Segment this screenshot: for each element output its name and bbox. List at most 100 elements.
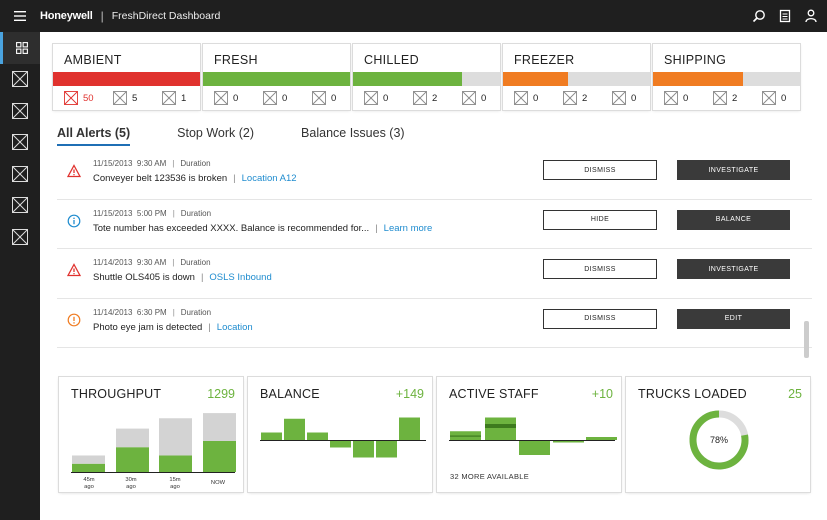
zone-summary: AMBIENT 50 5 1 FRESH 0 0 0 CHILLED 0 2 0 FREEZER 0 2 0 S… <box>53 44 800 110</box>
staff-bar-accent <box>450 435 481 437</box>
alert-message: Tote number has exceeded XXXX. Balance i… <box>93 222 370 234</box>
investigate-button[interactable]: INVESTIGATE <box>677 259 790 279</box>
sidebar-item-1[interactable] <box>0 64 40 96</box>
alert-message: Shuttle OLS405 is down <box>93 272 195 283</box>
sidebar <box>0 32 40 520</box>
sidebar-item-6[interactable] <box>0 221 40 253</box>
alert-date: 11/14/2013 <box>93 258 133 267</box>
metric-value: +149 <box>395 387 424 401</box>
zone-count-value: 0 <box>533 92 539 104</box>
search-icon[interactable] <box>751 8 767 24</box>
alert-tabs: All Alerts (5) Stop Work (2) Balance Iss… <box>57 126 452 146</box>
edit-button[interactable]: EDIT <box>677 308 790 329</box>
alert-time: 9:30 AM <box>136 258 167 267</box>
zone-count-value: 0 <box>282 92 288 104</box>
scrollbar-thumb[interactable] <box>804 321 809 358</box>
zone-card-chilled[interactable]: CHILLED 0 2 0 <box>353 44 500 110</box>
zone-card-ambient[interactable]: AMBIENT 50 5 1 <box>53 44 200 110</box>
investigate-button[interactable]: INVESTIGATE <box>677 160 790 180</box>
zone-progress-bar <box>503 72 650 86</box>
throughput-bar-green <box>72 463 105 472</box>
dismiss-button[interactable]: DISMISS <box>543 308 657 329</box>
sidebar-item-5[interactable] <box>0 190 40 222</box>
tick-label: 30m ago <box>125 477 137 490</box>
tick-label: 15m ago <box>169 477 181 490</box>
placeholder-icon <box>12 134 28 151</box>
menu-icon[interactable] <box>0 0 40 32</box>
metric-title: THROUGHPUT <box>71 387 162 401</box>
dismiss-button[interactable]: DISMISS <box>543 160 657 180</box>
meta-separator: | <box>172 159 175 168</box>
user-icon[interactable] <box>803 8 819 24</box>
zone-card-fresh[interactable]: FRESH 0 0 0 <box>203 44 350 110</box>
placeholder-icon <box>762 91 776 105</box>
staff-bar <box>586 437 617 440</box>
zone-count-value: 0 <box>383 92 389 104</box>
zone-progress-bar <box>653 72 800 86</box>
zone-count: 0 <box>451 91 500 105</box>
zone-count-value: 2 <box>582 92 588 104</box>
zone-card-shipping[interactable]: SHIPPING 0 2 0 <box>653 44 800 110</box>
metric-cards: THROUGHPUT 1299 45m ago 30m ago 15m ago NOW… <box>59 377 810 492</box>
placeholder-icon <box>12 197 28 214</box>
alert-message-line: Tote number has exceeded XXXX. Balance i… <box>93 223 432 234</box>
balance-bar <box>376 440 397 458</box>
alert-link[interactable]: OSLS Inbound <box>209 272 272 283</box>
tab-stop-work[interactable]: Stop Work (2) <box>177 126 255 140</box>
sidebar-item-4[interactable] <box>0 158 40 190</box>
balance-chart <box>260 417 426 458</box>
clipboard-icon[interactable] <box>777 8 793 24</box>
alert-link[interactable]: Location A12 <box>241 173 297 184</box>
placeholder-icon <box>64 91 78 105</box>
info-icon <box>67 214 81 228</box>
alert-link[interactable]: Learn more <box>383 222 433 234</box>
throughput-bar-gray <box>116 428 149 448</box>
throughput-bar-gray <box>159 418 192 456</box>
zone-count-value: 2 <box>432 92 438 104</box>
message-separator: | <box>375 222 378 234</box>
alert-link[interactable]: Location <box>216 321 253 333</box>
throughput-card: THROUGHPUT 1299 45m ago 30m ago 15m ago NOW <box>59 377 243 492</box>
metric-title: TRUCKS LOADED <box>638 387 747 401</box>
brand-logo: Honeywell <box>40 10 93 22</box>
alert-duration: Duration <box>180 208 212 218</box>
hide-button[interactable]: HIDE <box>543 209 657 230</box>
donut-percent-label: 78% <box>709 435 728 445</box>
alert-meta: 11/14/2013 9:30 AM | Duration <box>93 258 211 267</box>
sidebar-item-2[interactable] <box>0 95 40 127</box>
zone-progress-fill <box>53 72 200 86</box>
sidebar-item-dashboard[interactable] <box>0 32 40 64</box>
tab-balance-issues[interactable]: Balance Issues (3) <box>301 126 405 140</box>
zone-count: 5 <box>102 91 151 105</box>
throughput-bar-green <box>159 455 192 472</box>
alert-time: 6:30 PM <box>136 307 167 317</box>
zone-count-value: 5 <box>132 92 138 104</box>
tab-all-alerts[interactable]: All Alerts (5) <box>57 126 131 146</box>
placeholder-icon <box>364 91 378 105</box>
sidebar-item-3[interactable] <box>0 127 40 159</box>
main-panel: AMBIENT 50 5 1 FRESH 0 0 0 CHILLED 0 2 0 FREEZER 0 2 0 S… <box>40 32 827 520</box>
zone-count: 2 <box>552 91 601 105</box>
staff-bar-accent <box>485 424 516 428</box>
zone-count: 0 <box>252 91 301 105</box>
throughput-bar-green <box>116 447 149 472</box>
message-separator: | <box>208 321 211 333</box>
alert-duration: Duration <box>180 258 211 267</box>
placeholder-icon <box>462 91 476 105</box>
dismiss-button[interactable]: DISMISS <box>543 259 657 279</box>
balance-button[interactable]: BALANCE <box>677 209 790 230</box>
zone-count: 0 <box>751 91 800 105</box>
zone-progress-bar <box>353 72 500 86</box>
alert-date: 11/14/2013 <box>93 307 133 317</box>
balance-bar <box>307 432 328 440</box>
balance-bar <box>353 440 374 458</box>
balance-bar <box>284 418 305 440</box>
zone-card-freezer[interactable]: FREEZER 0 2 0 <box>503 44 650 110</box>
zone-progress-bar <box>203 72 350 86</box>
balance-bar <box>261 432 282 440</box>
zone-count-value: 0 <box>683 92 689 104</box>
alert-duration: Duration <box>180 159 211 168</box>
tick-label: 45m ago <box>83 477 95 490</box>
alert-message-line: Shuttle OLS405 is down | OSLS Inbound <box>93 272 272 283</box>
placeholder-icon <box>12 165 28 182</box>
